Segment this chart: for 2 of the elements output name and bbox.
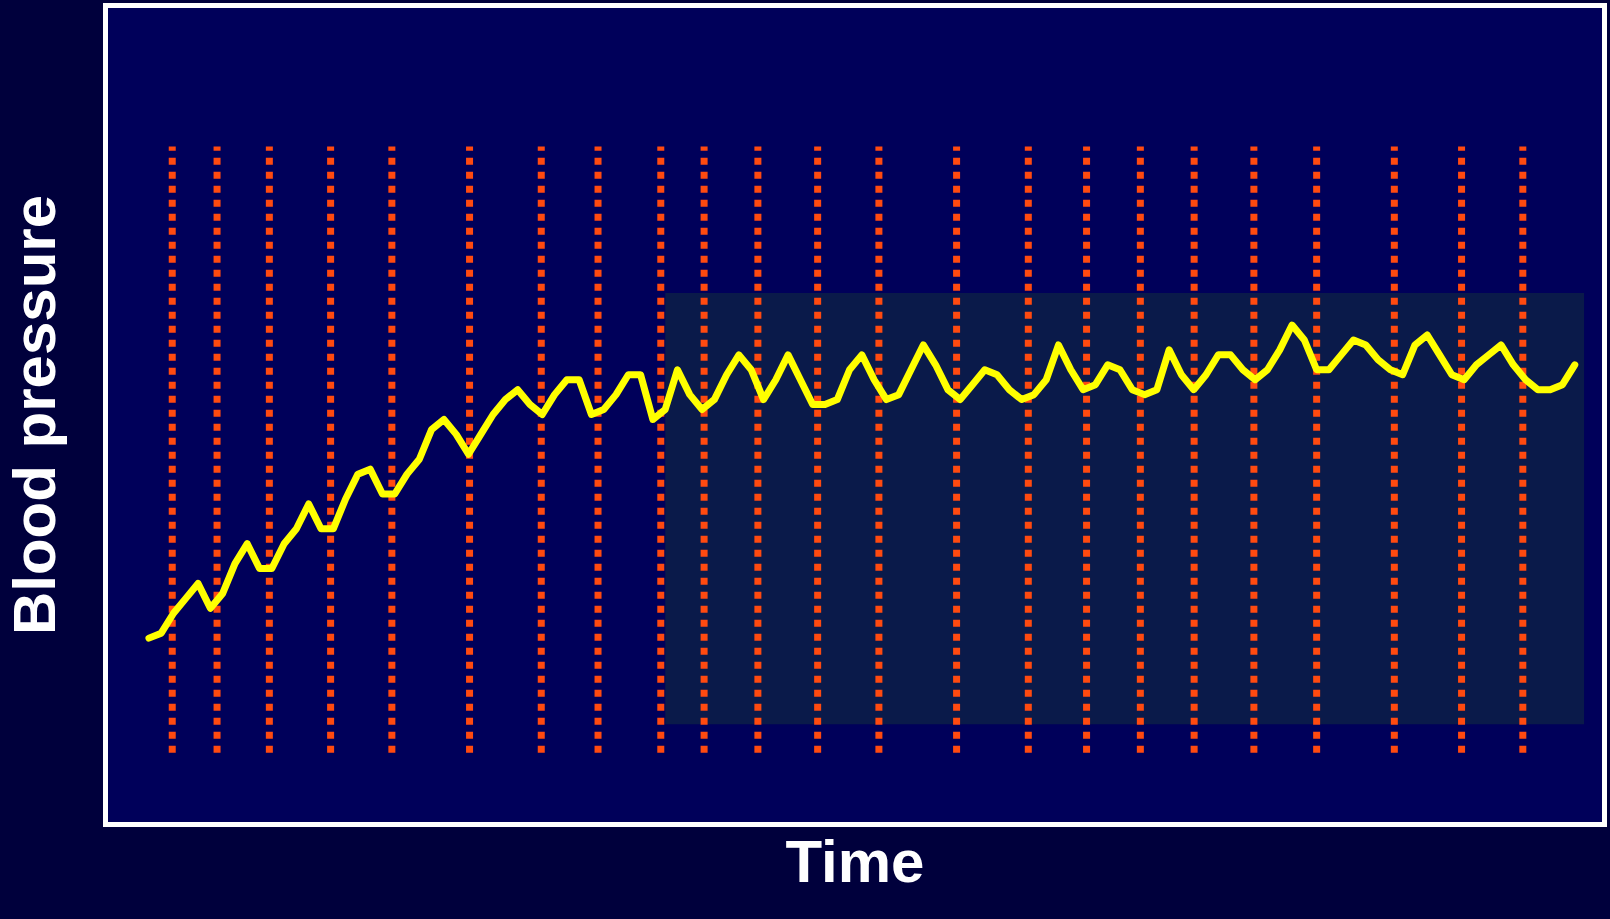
- y-axis-title: Blood pressure: [0, 194, 68, 636]
- x-axis-title: Time: [785, 827, 925, 895]
